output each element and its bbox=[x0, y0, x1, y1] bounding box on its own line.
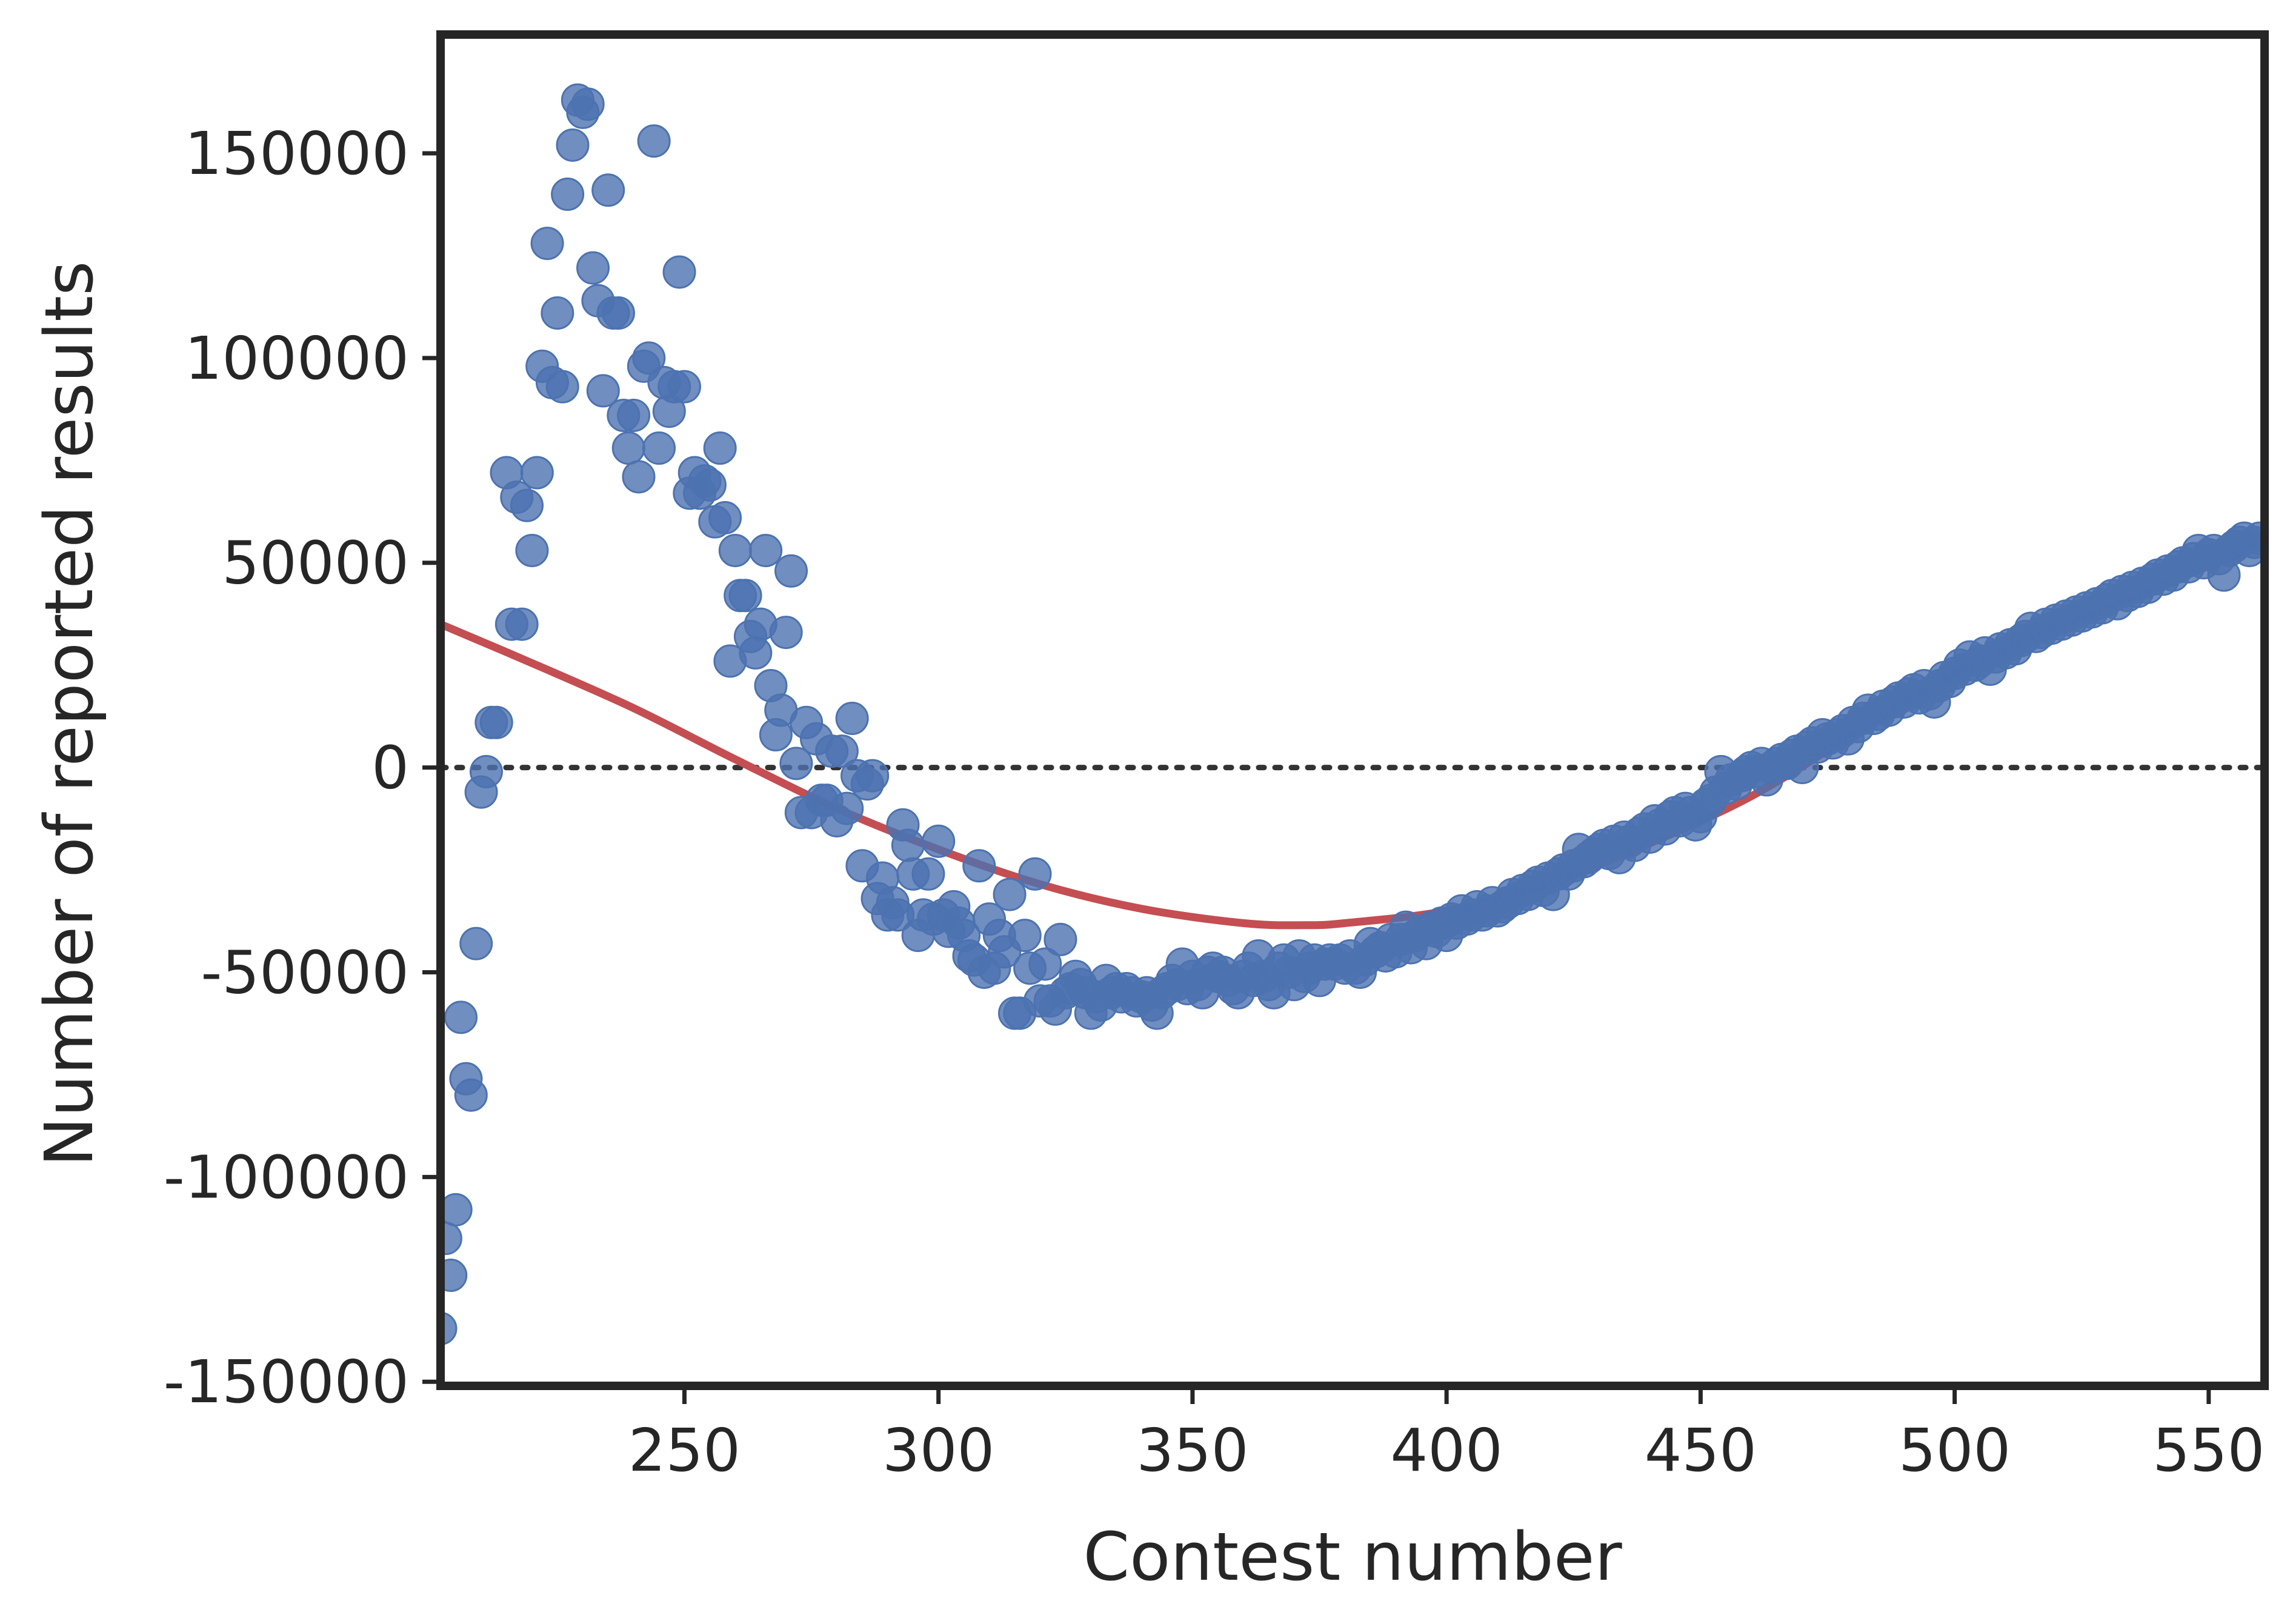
data-point bbox=[454, 1078, 488, 1112]
y-tick-label: 100000 bbox=[185, 324, 409, 393]
data-point bbox=[541, 296, 574, 330]
data-point bbox=[779, 747, 813, 780]
data-point bbox=[622, 460, 656, 494]
y-tick-label: -50000 bbox=[201, 938, 409, 1007]
data-point bbox=[769, 616, 803, 650]
scatter-points bbox=[441, 83, 2265, 1345]
data-point bbox=[479, 705, 513, 739]
data-point bbox=[739, 636, 773, 670]
data-point bbox=[520, 456, 554, 490]
y-axis-label: Number of reported results bbox=[30, 261, 108, 1167]
data-point bbox=[911, 857, 945, 891]
data-point bbox=[922, 824, 956, 858]
y-tick-label: -150000 bbox=[164, 1348, 409, 1416]
x-tick-label: 450 bbox=[1645, 1416, 1757, 1485]
x-tick-label: 550 bbox=[2152, 1416, 2265, 1485]
data-point bbox=[551, 178, 585, 211]
data-point bbox=[591, 173, 625, 207]
data-point bbox=[515, 533, 549, 567]
axes bbox=[436, 30, 2269, 1390]
y-axis-ticks: -150000 -100000 -50000 0 50000 100000 150000 bbox=[164, 119, 436, 1416]
data-point bbox=[441, 1222, 462, 1256]
fit-layer bbox=[441, 538, 2265, 930]
y-tick-label: 150000 bbox=[185, 119, 409, 188]
data-point bbox=[444, 1000, 478, 1034]
plot-frame bbox=[436, 30, 2269, 1390]
x-tick-label: 500 bbox=[1899, 1416, 2011, 1485]
y-tick-label: -100000 bbox=[164, 1143, 409, 1211]
y-tick-label: 50000 bbox=[222, 529, 409, 597]
data-point bbox=[891, 828, 925, 862]
data-point bbox=[545, 370, 579, 404]
data-point bbox=[667, 370, 701, 404]
data-point bbox=[708, 501, 742, 534]
data-point bbox=[469, 754, 503, 788]
data-point bbox=[637, 124, 671, 158]
x-axis-label: Contest number bbox=[1083, 1518, 1622, 1596]
data-point bbox=[441, 1193, 473, 1226]
fit-line bbox=[441, 538, 2265, 930]
data-point bbox=[510, 488, 544, 522]
x-axis-ticks: 250 300 350 400 450 500 550 bbox=[628, 1390, 2265, 1485]
data-point bbox=[1008, 919, 1042, 953]
data-point bbox=[774, 554, 808, 588]
data-point bbox=[632, 341, 666, 375]
data-point bbox=[728, 579, 762, 613]
data-point bbox=[835, 702, 869, 736]
data-point bbox=[1018, 857, 1052, 891]
data-point bbox=[505, 607, 539, 641]
x-tick-label: 250 bbox=[628, 1416, 741, 1485]
data-point bbox=[2243, 521, 2265, 555]
data-point bbox=[718, 533, 752, 567]
data-point bbox=[576, 251, 610, 285]
data-point bbox=[441, 1259, 468, 1293]
data-point bbox=[825, 734, 859, 768]
x-tick-label: 300 bbox=[882, 1416, 994, 1485]
data-point bbox=[962, 849, 996, 883]
data-point bbox=[856, 759, 890, 793]
data-point bbox=[693, 468, 727, 502]
data-point bbox=[642, 431, 676, 465]
data-point bbox=[1044, 922, 1077, 956]
y-tick-label: 0 bbox=[371, 734, 409, 802]
data-point bbox=[571, 87, 605, 121]
data-point bbox=[993, 877, 1027, 911]
data-point bbox=[459, 927, 493, 960]
x-tick-label: 350 bbox=[1136, 1416, 1248, 1485]
data-point bbox=[586, 374, 620, 408]
data-point bbox=[1028, 947, 1062, 981]
data-point bbox=[662, 255, 696, 289]
x-tick-label: 400 bbox=[1391, 1416, 1503, 1485]
data-point bbox=[830, 791, 864, 825]
data-point bbox=[530, 227, 564, 261]
data-point bbox=[556, 128, 590, 162]
data-point bbox=[749, 533, 783, 567]
data-point bbox=[703, 431, 737, 465]
data-point bbox=[601, 296, 635, 330]
data-point bbox=[617, 398, 651, 432]
data-point bbox=[611, 431, 645, 465]
